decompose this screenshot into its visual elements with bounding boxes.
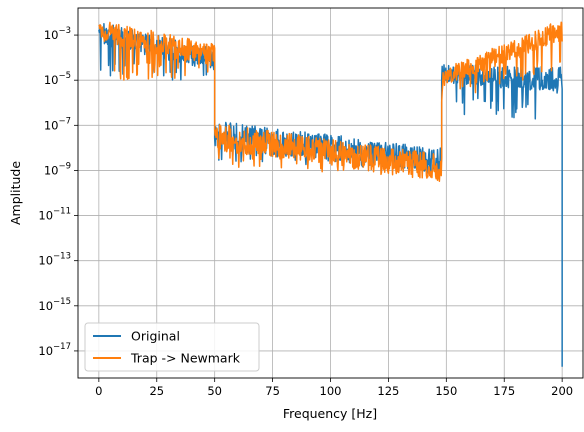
plot-area xyxy=(98,21,563,367)
x-tick-label: 0 xyxy=(95,384,102,398)
y-axis-ticks: 10−3 10−5 10−7 10−9 10−11 10−13 10−15 10−17 xyxy=(38,26,78,358)
x-tick-label: 50 xyxy=(207,384,222,398)
x-tick-label: 150 xyxy=(435,384,457,398)
y-tick-label: 10−11 xyxy=(38,207,71,223)
x-axis-label: Frequency [Hz] xyxy=(283,406,377,421)
y-axis-label: Amplitude xyxy=(8,161,23,225)
x-tick-label: 25 xyxy=(149,384,164,398)
y-tick-label: 10−7 xyxy=(44,116,71,132)
legend-label-original: Original xyxy=(131,329,180,344)
x-tick-label: 100 xyxy=(320,384,342,398)
y-tick-label: 10−13 xyxy=(38,252,71,268)
y-tick-label: 10−9 xyxy=(44,161,71,177)
x-axis-ticks: 0 25 50 75 100 125 150 175 200 xyxy=(95,378,573,398)
series-line-trap-newmark xyxy=(98,21,563,183)
x-tick-label: 200 xyxy=(551,384,573,398)
legend: Original Trap -> Newmark xyxy=(84,322,260,372)
x-tick-label: 75 xyxy=(265,384,280,398)
legend-box xyxy=(84,322,260,372)
y-tick-label: 10−3 xyxy=(44,26,71,42)
y-tick-label: 10−15 xyxy=(38,297,71,313)
legend-label-trap-newmark: Trap -> Newmark xyxy=(130,351,241,366)
y-tick-label: 10−5 xyxy=(44,71,71,87)
y-tick-label: 10−17 xyxy=(38,342,71,358)
series-line-original xyxy=(98,22,563,367)
x-tick-label: 125 xyxy=(377,384,399,398)
x-tick-label: 175 xyxy=(493,384,515,398)
